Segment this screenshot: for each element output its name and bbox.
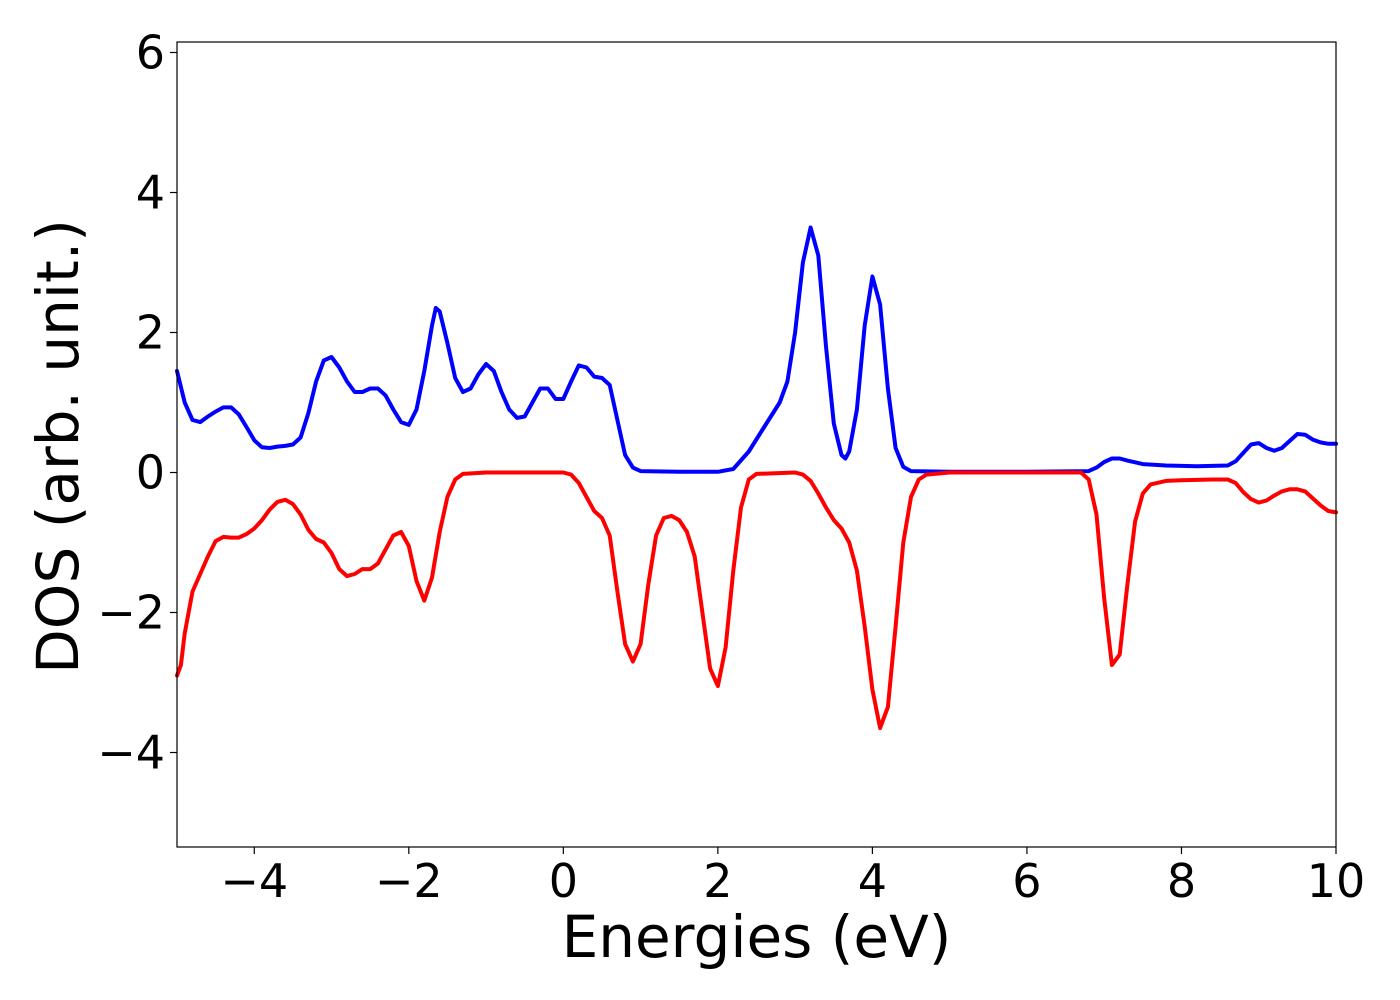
y-axis-title: DOS (arb. unit.) bbox=[24, 219, 92, 674]
series-layer bbox=[175, 225, 1338, 730]
x-axis-title: Energies (eV) bbox=[562, 903, 952, 971]
y-tick-label: 2 bbox=[136, 306, 165, 360]
x-tick-label: 0 bbox=[549, 854, 578, 908]
x-tick-label: 10 bbox=[1307, 854, 1366, 908]
y-tick-label: −2 bbox=[97, 586, 165, 640]
x-tick-label: −4 bbox=[220, 854, 288, 908]
x-axis-ticks: −4 −2 0 2 4 6 8 10 bbox=[220, 847, 1365, 908]
x-tick-label: −2 bbox=[375, 854, 443, 908]
y-tick-label: −4 bbox=[97, 726, 165, 780]
y-tick-label: 4 bbox=[136, 166, 165, 220]
series-line-2 bbox=[175, 470, 1338, 730]
x-tick-label: 4 bbox=[858, 854, 887, 908]
x-tick-label: 2 bbox=[703, 854, 732, 908]
series-line-1 bbox=[175, 225, 1338, 474]
x-tick-label: 8 bbox=[1167, 854, 1196, 908]
x-tick-label: 6 bbox=[1012, 854, 1041, 908]
y-tick-label: 6 bbox=[136, 26, 165, 80]
y-axis-ticks: −4 −2 0 2 4 6 bbox=[97, 26, 177, 780]
plot-frame bbox=[176, 41, 1337, 848]
y-tick-label: 0 bbox=[136, 446, 165, 500]
